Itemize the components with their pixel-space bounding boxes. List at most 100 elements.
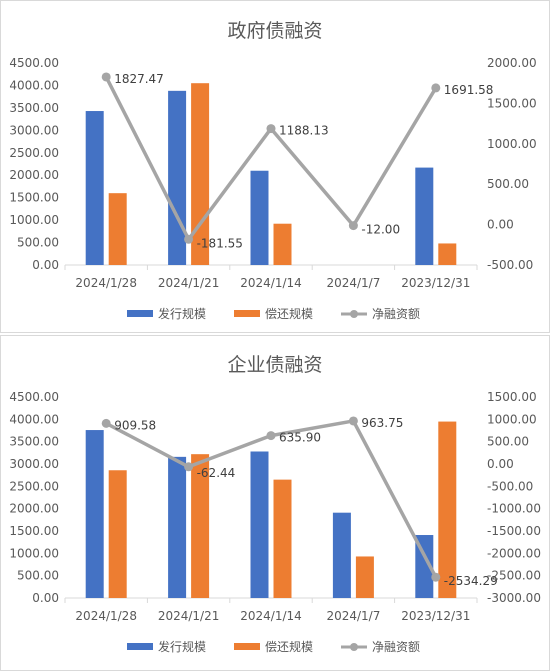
legend-marker — [350, 643, 358, 651]
right-axis-tick-label: 2000.00 — [487, 56, 537, 70]
net-financing-data-label: -12.00 — [361, 223, 400, 237]
left-axis-tick-label: 0.00 — [32, 591, 59, 605]
bar-repayment — [273, 479, 292, 598]
bar-issuance — [85, 111, 104, 265]
category-label: 2023/12/31 — [401, 609, 470, 623]
net-financing-data-label: -181.55 — [197, 236, 243, 250]
bar-issuance — [250, 451, 269, 598]
bar-issuance — [168, 90, 187, 265]
net-financing-point — [266, 124, 276, 134]
chart-title: 企业债融资 — [227, 354, 322, 376]
left-axis-tick-label: 500.00 — [17, 569, 59, 583]
left-axis-tick-label: 4500.00 — [9, 390, 59, 404]
net-financing-data-label: 1691.58 — [444, 83, 494, 97]
bar-issuance — [85, 430, 104, 598]
legend-swatch — [234, 310, 260, 317]
right-axis-tick-label: -500.00 — [487, 479, 533, 493]
left-axis-tick-label: 3500.00 — [9, 435, 59, 449]
category-label: 2024/1/14 — [240, 276, 302, 290]
bar-repayment — [191, 454, 210, 598]
net-financing-data-label: -2534.29 — [444, 574, 498, 588]
right-axis-tick-label: 1500.00 — [487, 390, 537, 404]
left-axis-tick-label: 1500.00 — [9, 524, 59, 538]
left-axis-tick-label: 3500.00 — [9, 101, 59, 115]
chart-title: 政府债融资 — [227, 20, 322, 42]
bar-repayment — [438, 421, 457, 598]
category-label: 2024/1/28 — [75, 276, 137, 290]
net-financing-point — [431, 572, 441, 582]
category-label: 2024/1/21 — [158, 276, 220, 290]
legend-marker — [350, 310, 358, 318]
left-axis-tick-label: 0.00 — [32, 258, 59, 272]
legend-label: 发行规模 — [158, 639, 206, 654]
legend-swatch — [127, 310, 153, 317]
net-financing-data-label: 963.75 — [361, 416, 403, 430]
left-axis-tick-label: 500.00 — [17, 236, 59, 250]
category-label: 2024/1/28 — [75, 609, 137, 623]
plot-area: 0.00 500.00 1000.00 1500.00 2000.00 2500.00 30… — [9, 56, 536, 321]
right-axis-tick-label: -3000.00 — [487, 591, 541, 605]
category-label: 2023/12/31 — [401, 276, 470, 290]
net-financing-data-label: 1188.13 — [279, 124, 329, 138]
legend-label: 偿还规模 — [265, 639, 313, 654]
enterprise-bond-chart: 企业债融资 0.00 500.00 1000.00 1500.00 2000.00 250… — [9, 354, 541, 654]
category-label: 2024/1/14 — [240, 609, 302, 623]
legend-label: 净融资额 — [372, 307, 420, 321]
right-axis-tick-label: 1500.00 — [487, 96, 537, 110]
net-financing-point — [101, 72, 111, 82]
net-financing-point — [266, 431, 276, 441]
left-axis-tick-label: 2500.00 — [9, 479, 59, 493]
right-axis-tick-label: -2500.00 — [487, 569, 541, 583]
bar-repayment — [273, 223, 292, 265]
left-axis-tick-label: 1500.00 — [9, 191, 59, 205]
legend: 发行规模 偿还规模 净融资额 — [127, 639, 420, 654]
net-financing-data-label: -62.44 — [197, 466, 236, 480]
right-axis-tick-label: 0.00 — [487, 457, 514, 471]
legend-swatch — [127, 643, 153, 650]
category-label: 2024/1/21 — [158, 609, 220, 623]
right-axis-tick-label: 1000.00 — [487, 137, 537, 151]
bar-issuance — [415, 167, 434, 265]
net-financing-data-label: 1827.47 — [114, 72, 164, 86]
bar-repayment — [355, 556, 374, 598]
net-financing-data-label: 909.58 — [114, 418, 156, 432]
bar-issuance — [332, 512, 351, 598]
category-label: 2024/1/7 — [326, 609, 380, 623]
left-axis-tick-label: 3000.00 — [9, 123, 59, 137]
net-financing-point — [348, 416, 358, 426]
legend-label: 偿还规模 — [265, 306, 313, 321]
bar-repayment — [438, 243, 457, 265]
right-axis-tick-label: 500.00 — [487, 435, 529, 449]
left-axis-tick-label: 2000.00 — [9, 168, 59, 182]
legend-label: 发行规模 — [158, 306, 206, 321]
left-axis-tick-label: 4000.00 — [9, 412, 59, 426]
government-bond-chart: 政府债融资 0.00 500.00 1000.00 1500.00 2000.00 250… — [9, 20, 536, 321]
left-axis-tick-label: 1000.00 — [9, 213, 59, 227]
legend-swatch — [234, 643, 260, 650]
legend-label: 净融资额 — [372, 640, 420, 654]
bar-repayment — [108, 470, 127, 598]
right-axis-tick-label: -2000.00 — [487, 546, 541, 560]
left-axis-tick-label: 3000.00 — [9, 457, 59, 471]
net-financing-point — [431, 83, 441, 93]
right-axis-tick-label: -1000.00 — [487, 502, 541, 516]
left-axis-tick-label: 2500.00 — [9, 146, 59, 160]
net-financing-line — [104, 76, 438, 242]
plot-area: 0.00 500.00 1000.00 1500.00 2000.00 2500.00 30… — [9, 390, 541, 654]
net-financing-data-label: 635.90 — [279, 431, 321, 445]
legend: 发行规模 偿还规模 净融资额 — [127, 306, 420, 321]
right-axis-tick-label: 1000.00 — [487, 412, 537, 426]
left-axis-tick-label: 4500.00 — [9, 56, 59, 70]
net-financing-point — [184, 462, 194, 472]
right-axis-tick-label: 0.00 — [487, 218, 514, 232]
net-financing-point — [101, 418, 111, 428]
bar-issuance — [415, 535, 434, 598]
net-financing-point — [184, 234, 194, 244]
bar-issuance — [168, 456, 187, 598]
right-axis-tick-label: 500.00 — [487, 177, 529, 191]
category-label: 2024/1/7 — [326, 276, 380, 290]
left-axis-tick-label: 4000.00 — [9, 78, 59, 92]
right-axis-tick-label: -1500.00 — [487, 524, 541, 538]
net-financing-line — [105, 419, 438, 579]
enterprise-bond-chart-panel: 企业债融资 0.00 500.00 1000.00 1500.00 2000.00 250… — [0, 335, 550, 671]
